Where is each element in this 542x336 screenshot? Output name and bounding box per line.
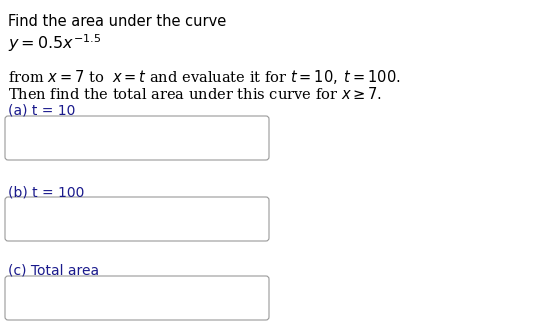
Text: from $x = 7$ to  $x = t$ and evaluate it for $t = 10,\; t = 100.$: from $x = 7$ to $x = t$ and evaluate it … xyxy=(8,68,401,86)
FancyBboxPatch shape xyxy=(5,276,269,320)
FancyBboxPatch shape xyxy=(5,197,269,241)
Text: $y = 0.5x^{-1.5}$: $y = 0.5x^{-1.5}$ xyxy=(8,32,101,54)
Text: Find the area under the curve: Find the area under the curve xyxy=(8,14,226,29)
Text: Then find the total area under this curve for $x \geq 7.$: Then find the total area under this curv… xyxy=(8,86,382,102)
Text: (b) t = 100: (b) t = 100 xyxy=(8,185,85,199)
Text: (c) Total area: (c) Total area xyxy=(8,264,99,278)
Text: (a) t = 10: (a) t = 10 xyxy=(8,104,75,118)
FancyBboxPatch shape xyxy=(5,116,269,160)
